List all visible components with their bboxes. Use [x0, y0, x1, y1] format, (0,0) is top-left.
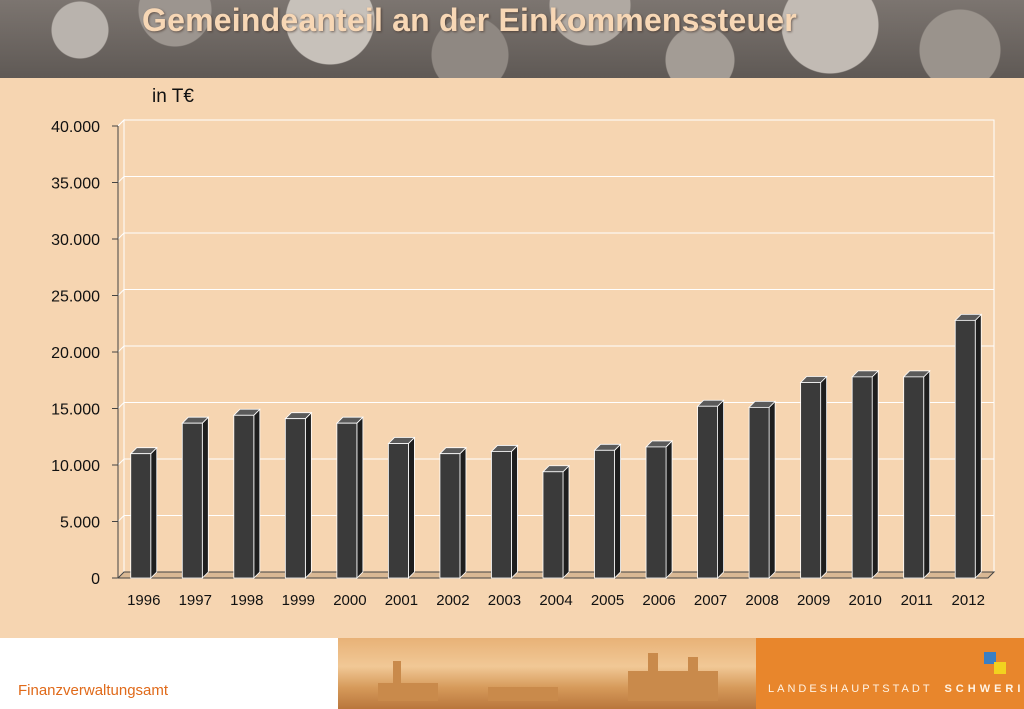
- y-tick-label: 20.000: [51, 345, 100, 362]
- bar-side: [923, 369, 931, 579]
- bar-side: [201, 416, 209, 579]
- bar-side: [356, 416, 364, 579]
- x-tick-label: 2009: [797, 592, 830, 609]
- bar-side: [459, 446, 467, 579]
- y-gridline-depth: [117, 458, 125, 466]
- header-coin-banner: [0, 0, 1024, 78]
- bar-side: [974, 313, 982, 579]
- labels-layer: 0 5.000 10.000 15.000 20.000 25.000 30.000 35.0…: [51, 119, 985, 609]
- bar: [388, 443, 409, 579]
- x-tick-label: 2003: [488, 592, 521, 609]
- y-gridline-depth: [117, 176, 125, 183]
- y-gridline-depth: [117, 119, 125, 127]
- bar: [284, 418, 306, 579]
- bar: [800, 382, 822, 579]
- bar-side: [871, 369, 879, 579]
- y-gridline-depth: [117, 402, 125, 409]
- footer-department: Finanzverwaltungsamt: [18, 682, 169, 699]
- y-tick-label: 5.000: [60, 515, 100, 532]
- y-gridline-depth: [117, 232, 125, 240]
- x-tick-label: 2001: [385, 592, 418, 609]
- bar: [851, 376, 873, 579]
- logo-prefix: LANDESHAUPTSTADT: [768, 683, 933, 695]
- x-tick-label: 2000: [333, 592, 366, 609]
- y-tick-label: 25.000: [51, 289, 100, 306]
- x-tick-label: 2006: [642, 592, 675, 609]
- bar-side: [408, 436, 415, 579]
- bar-side: [304, 411, 312, 579]
- y-tick-label: 40.000: [51, 119, 100, 136]
- bar: [130, 453, 152, 579]
- bar-side: [511, 444, 518, 579]
- bar: [954, 319, 976, 579]
- bar-side: [150, 446, 158, 579]
- bar-side: [253, 408, 261, 579]
- bar: [181, 422, 203, 579]
- y-tick-label: 10.000: [51, 458, 100, 475]
- x-tick-label: 1999: [282, 592, 315, 609]
- bar: [697, 405, 718, 579]
- logo-city: SCHWERIN: [944, 683, 1024, 695]
- page-title: Gemeindeanteil an der Einkommenssteuer: [142, 2, 797, 38]
- y-tick-label: 35.000: [51, 176, 100, 193]
- bar-side: [665, 439, 673, 579]
- bar: [542, 471, 564, 579]
- bar: [594, 449, 615, 579]
- x-tick-label: 2011: [901, 592, 933, 609]
- bar-side: [768, 400, 776, 579]
- y-tick-label: 0: [91, 571, 100, 588]
- x-tick-label: 1998: [230, 592, 263, 609]
- bar-side: [562, 464, 570, 579]
- bar: [748, 406, 770, 579]
- y-gridline-depth: [117, 345, 125, 353]
- bar: [233, 414, 255, 579]
- x-tick-label: 1996: [127, 592, 160, 609]
- bar-side: [717, 399, 724, 579]
- bar: [336, 422, 358, 579]
- bar-side: [820, 375, 828, 579]
- x-tick-label: 2010: [848, 592, 881, 609]
- y-gridline-depth: [117, 289, 125, 296]
- income-tax-bar-chart: 0 5.000 10.000 15.000 20.000 25.000 30.000 35.0…: [51, 118, 996, 609]
- bar: [491, 451, 512, 579]
- bar: [903, 376, 925, 579]
- y-gridline-depth: [117, 515, 125, 522]
- bar-side: [614, 443, 621, 579]
- x-tick-label: 2008: [745, 592, 778, 609]
- x-tick-label: 2002: [436, 592, 469, 609]
- city-skyline-photo: [338, 638, 756, 709]
- footer-left-panel: [0, 638, 338, 709]
- unit-label: in T€: [152, 86, 194, 107]
- x-tick-label: 2012: [952, 592, 985, 609]
- bars-layer: [129, 313, 983, 579]
- x-tick-label: 2005: [591, 592, 624, 609]
- bar: [439, 453, 461, 579]
- city-logo-panel: [756, 638, 1024, 709]
- y-tick-label: 15.000: [51, 402, 100, 419]
- x-tick-label: 1997: [179, 592, 212, 609]
- x-tick-label: 2007: [694, 592, 727, 609]
- city-logo-text: LANDESHAUPTSTADT SCHWERIN: [768, 683, 1024, 695]
- x-tick-label: 2004: [539, 592, 572, 609]
- logo-square-yellow-icon: [994, 662, 1006, 674]
- y-tick-label: 30.000: [51, 232, 100, 249]
- bar: [645, 446, 667, 579]
- logo-square-blue-icon: [984, 652, 996, 664]
